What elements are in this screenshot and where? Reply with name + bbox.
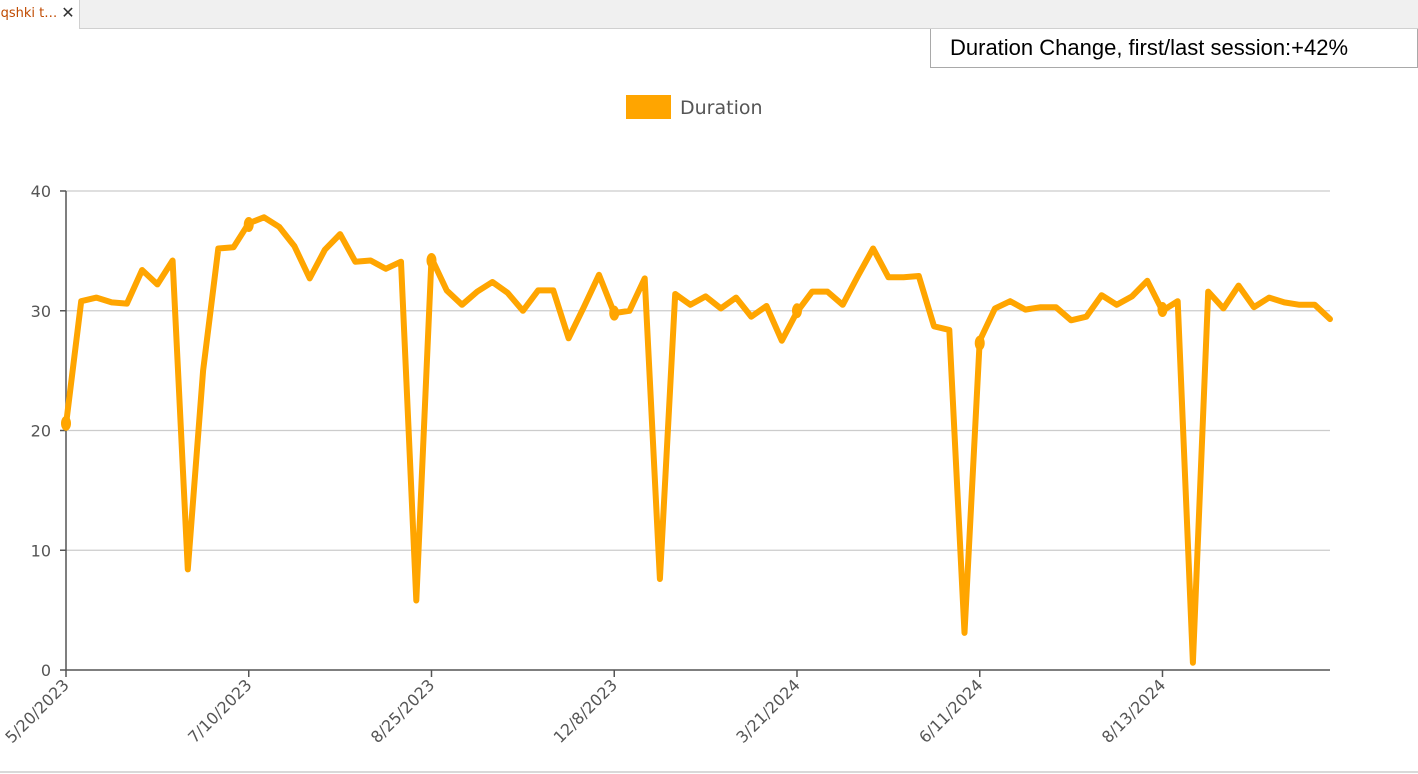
legend-label-duration: Duration (680, 97, 763, 119)
legend-swatch-duration (626, 95, 671, 119)
x-tick-label: 8/13/2024 (1098, 675, 1169, 746)
x-tick-label: 6/11/2024 (915, 675, 986, 746)
data-point-marker (61, 415, 71, 431)
data-point-marker (609, 305, 620, 321)
y-tick-label-40: 40 (31, 182, 51, 201)
bottom-divider (0, 771, 1418, 773)
tab-title: ıqshki t… (0, 6, 58, 21)
y-tick-label-10: 10 (31, 541, 51, 560)
x-tick-label: 8/25/2023 (367, 675, 438, 746)
x-tick-label: 5/20/2023 (1, 675, 72, 746)
x-tick-label: 12/8/2023 (550, 675, 621, 746)
duration-change-summary: Duration Change, first/last session:+42% (930, 29, 1418, 68)
x-tick-label: 3/21/2024 (732, 675, 803, 746)
data-point-marker (426, 252, 437, 268)
series-line-duration (63, 214, 1333, 666)
data-point-marker (243, 217, 254, 233)
data-point-marker (974, 335, 985, 351)
grid-lines (66, 190, 1330, 551)
x-tick-label: 7/10/2023 (184, 675, 255, 746)
duration-change-text: Duration Change, first/last session:+42% (950, 35, 1349, 60)
series-duration (61, 214, 1333, 666)
legend[interactable]: Duration (626, 95, 763, 119)
y-tick-label-20: 20 (31, 422, 51, 441)
close-icon[interactable]: ✕ (61, 3, 75, 22)
y-tick-label-0: 0 (41, 661, 51, 680)
data-point-marker (791, 303, 802, 319)
tab-bar: ıqshki t… ✕ (0, 0, 1418, 29)
document-tab[interactable]: ıqshki t… ✕ (0, 0, 80, 29)
y-tick-label-30: 30 (31, 302, 51, 321)
data-point-marker (1157, 302, 1168, 318)
